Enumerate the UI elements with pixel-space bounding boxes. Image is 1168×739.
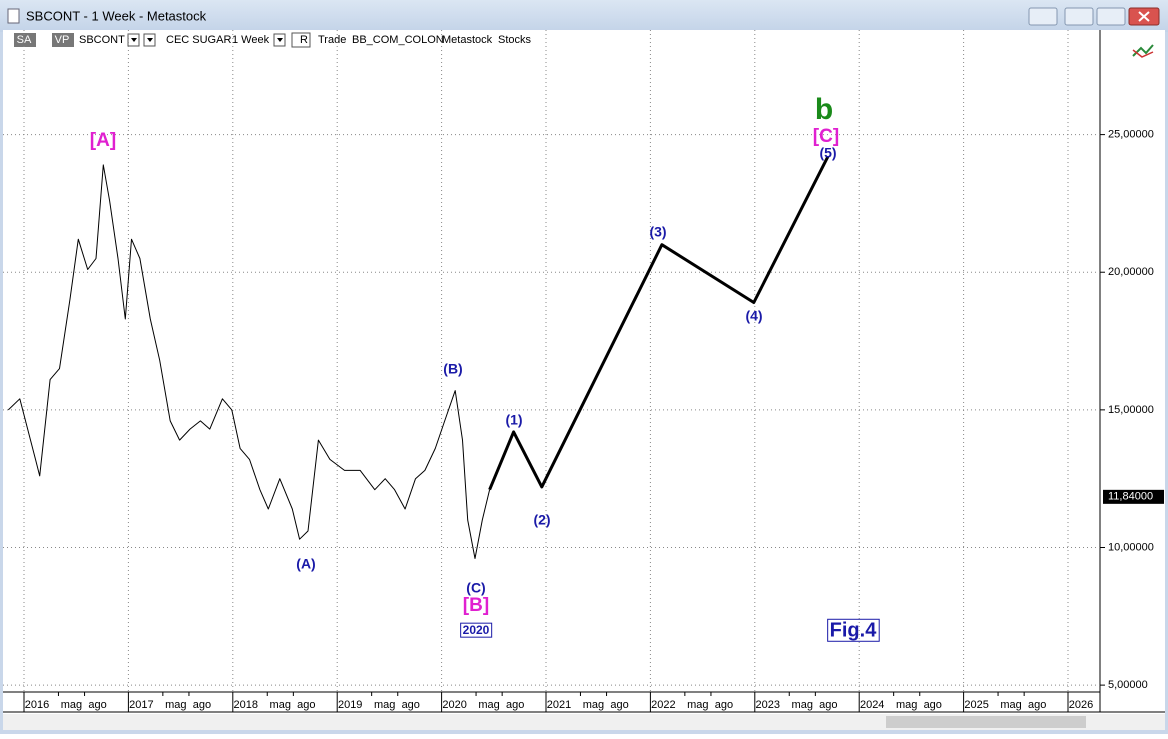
wave-label: (2)	[533, 512, 550, 528]
wave-label: (C)	[466, 580, 485, 596]
restore-menu-button[interactable]	[1028, 7, 1058, 26]
x-tick-label: 2021	[547, 699, 571, 711]
toolbar-text: BB_COM_COLON	[352, 34, 444, 46]
x-tick-label: ago	[506, 699, 524, 711]
x-tick-label: mag	[270, 699, 291, 711]
toolbar-text: SA	[17, 34, 32, 46]
x-tick-label: 2024	[860, 699, 884, 711]
x-tick-label: 2017	[129, 699, 153, 711]
x-tick-label: 2018	[234, 699, 258, 711]
x-tick-label: 2023	[756, 699, 780, 711]
x-tick-label: ago	[819, 699, 837, 711]
x-tick-label: 2016	[25, 699, 49, 711]
wave-label: [B]	[463, 595, 489, 616]
wave-label: 2020	[463, 623, 490, 637]
wave-label: [C]	[813, 126, 839, 147]
y-tick-label: 5,00000	[1108, 679, 1148, 691]
dropdown-arrow	[147, 38, 153, 42]
y-tick-label: 10,00000	[1108, 541, 1154, 553]
x-tick-label: 2025	[964, 699, 988, 711]
window-title: SBCONT - 1 Week - Metastock	[26, 8, 207, 23]
scrollbar[interactable]	[3, 714, 1165, 730]
wave-label: b	[815, 93, 833, 126]
x-tick-label: ago	[610, 699, 628, 711]
toolbar-text: R	[300, 34, 308, 46]
x-tick-label: 2020	[442, 699, 466, 711]
window-controls[interactable]	[1028, 7, 1160, 26]
toolbar-text: Stocks	[498, 34, 532, 46]
scroll-thumb[interactable]	[886, 716, 1086, 728]
x-tick-label: mag	[792, 699, 813, 711]
x-tick-label: ago	[924, 699, 942, 711]
toolbar-button[interactable]	[52, 33, 74, 47]
wave-label: (1)	[505, 412, 522, 428]
x-tick-label: mag	[165, 699, 186, 711]
wave-label: (5)	[819, 145, 836, 161]
dropdown-arrow	[131, 38, 137, 42]
toolbar-button	[291, 32, 311, 48]
x-tick-label: ago	[715, 699, 733, 711]
wave-label: (3)	[649, 224, 666, 240]
chart-icon[interactable]	[1132, 44, 1154, 57]
x-tick-label: mag	[687, 699, 708, 711]
toolbar-text: SBCONT	[79, 34, 125, 46]
dropdown-arrow	[277, 38, 283, 42]
label-box	[460, 622, 493, 638]
x-tick-label: ago	[402, 699, 420, 711]
toolbar-text: Trade	[318, 34, 346, 46]
toolbar-button[interactable]	[14, 33, 36, 47]
x-tick-label: mag	[1000, 699, 1021, 711]
x-tick-label: ago	[297, 699, 315, 711]
x-tick-label: mag	[478, 699, 499, 711]
x-tick-label: mag	[374, 699, 395, 711]
label-box	[827, 618, 880, 642]
projection-line	[488, 155, 830, 491]
close-icon	[1138, 11, 1150, 22]
maximize-button[interactable]	[1096, 7, 1126, 26]
x-tick-label: ago	[1028, 699, 1046, 711]
title-bar	[0, 0, 1168, 32]
x-tick-label: ago	[88, 699, 106, 711]
price-line	[7, 164, 491, 559]
toolbar-text: 1 Week	[232, 34, 270, 46]
y-tick-label: 20,00000	[1108, 266, 1154, 278]
minimize-button[interactable]	[1064, 7, 1094, 26]
chart-area	[3, 30, 1165, 714]
wave-label: (4)	[745, 308, 762, 324]
wave-label: (A)	[296, 556, 315, 572]
x-tick-label: 2026	[1069, 699, 1093, 711]
x-tick-label: mag	[61, 699, 82, 711]
x-tick-label: 2022	[651, 699, 675, 711]
toolbar-text: VP	[55, 34, 70, 46]
chart-icon-2	[1132, 49, 1154, 58]
y-tick-label: 25,00000	[1108, 129, 1154, 141]
last-price-label: 11,84000	[1108, 491, 1153, 503]
y-tick-label: 15,00000	[1108, 404, 1154, 416]
x-tick-label: mag	[896, 699, 917, 711]
last-price-box	[1103, 489, 1164, 504]
wave-label: [A]	[90, 130, 116, 151]
x-tick-label: mag	[583, 699, 604, 711]
app-icon	[7, 8, 20, 24]
wave-label: Fig.4	[830, 619, 878, 641]
x-tick-label: 2019	[338, 699, 362, 711]
wave-label: (B)	[443, 361, 462, 377]
toolbar-text: Metastock	[442, 34, 493, 46]
x-tick-label: ago	[193, 699, 211, 711]
toolbar-text: CEC SUGAR	[166, 34, 231, 46]
